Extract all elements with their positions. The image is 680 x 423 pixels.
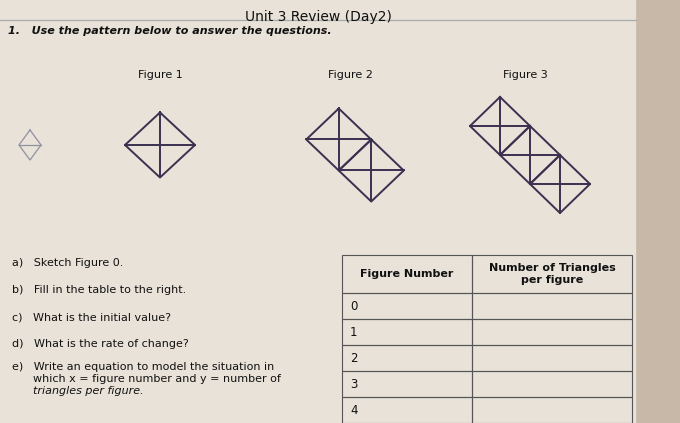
Text: which x = figure number and y = number of: which x = figure number and y = number o… bbox=[12, 374, 281, 384]
Bar bbox=[472, 293, 632, 319]
Bar bbox=[472, 255, 632, 293]
Text: Figure Number: Figure Number bbox=[360, 269, 454, 279]
Bar bbox=[472, 345, 632, 371]
Text: 2: 2 bbox=[350, 352, 358, 365]
Text: Figure 2: Figure 2 bbox=[328, 70, 373, 80]
Text: c)   What is the initial value?: c) What is the initial value? bbox=[12, 312, 171, 322]
Bar bbox=[472, 371, 632, 397]
Text: 1: 1 bbox=[350, 326, 358, 338]
Text: 4: 4 bbox=[350, 404, 358, 417]
Text: e)   Write an equation to model the situation in: e) Write an equation to model the situat… bbox=[12, 362, 274, 372]
Bar bbox=[472, 397, 632, 423]
Text: Figure 3: Figure 3 bbox=[503, 70, 547, 80]
Text: b)   Fill in the table to the right.: b) Fill in the table to the right. bbox=[12, 285, 186, 295]
Text: Number of Triangles
per figure: Number of Triangles per figure bbox=[489, 263, 615, 285]
Text: 0: 0 bbox=[350, 299, 358, 313]
Text: triangles per figure.: triangles per figure. bbox=[12, 386, 143, 396]
Text: Unit 3 Review (Day2): Unit 3 Review (Day2) bbox=[245, 10, 392, 24]
Bar bbox=[342, 319, 472, 345]
Bar bbox=[472, 319, 632, 345]
Bar bbox=[342, 255, 472, 293]
Bar bbox=[342, 345, 472, 371]
Bar bbox=[342, 397, 472, 423]
Text: 3: 3 bbox=[350, 377, 358, 390]
Text: d)   What is the rate of change?: d) What is the rate of change? bbox=[12, 339, 189, 349]
Text: Figure 1: Figure 1 bbox=[137, 70, 182, 80]
Bar bbox=[342, 371, 472, 397]
Text: a)   Sketch Figure 0.: a) Sketch Figure 0. bbox=[12, 258, 123, 268]
Bar bbox=[342, 293, 472, 319]
Text: 1.   Use the pattern below to answer the questions.: 1. Use the pattern below to answer the q… bbox=[8, 26, 332, 36]
